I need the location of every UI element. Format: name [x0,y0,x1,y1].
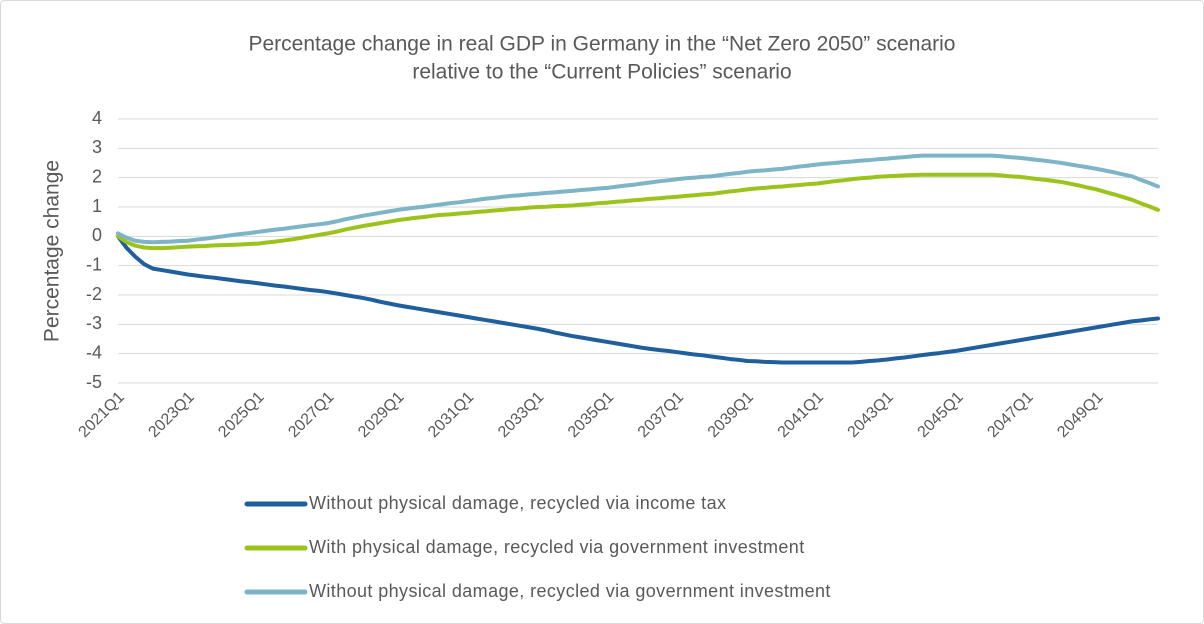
x-tick-label: 2021Q1 [76,389,128,441]
x-tick-label: 2041Q1 [775,389,827,441]
x-tick-label: 2043Q1 [845,389,897,441]
legend-label: Without physical damage, recycled via go… [309,581,831,601]
x-tick-label: 2025Q1 [215,389,267,441]
y-tick-label: -4 [86,342,102,362]
x-tick-label: 2049Q1 [1054,389,1106,441]
x-tick-label: 2035Q1 [565,389,617,441]
y-tick-label: 2 [92,166,102,186]
series-line [116,153,1160,245]
y-tick-label: -3 [86,313,102,333]
x-tick-label: 2045Q1 [915,389,967,441]
series-line [116,172,1160,251]
x-tick-label: 2031Q1 [425,389,477,441]
y-tick-label: 4 [92,108,102,128]
y-tick-label: 0 [92,225,102,245]
legend-label: Without physical damage, recycled via in… [309,493,726,513]
y-tick-label: -2 [86,284,102,304]
legend-label: With physical damage, recycled via gover… [309,537,805,557]
x-tick-label: 2027Q1 [285,389,337,441]
y-tick-label: -5 [86,372,102,392]
y-tick-label: 3 [92,137,102,157]
x-tick-label: 2037Q1 [635,389,687,441]
series-line [116,234,1160,365]
x-tick-label: 2029Q1 [355,389,407,441]
x-tick-label: 2047Q1 [984,389,1036,441]
y-tick-label: 1 [92,196,102,216]
y-tick-label: -1 [86,254,102,274]
x-tick-label: 2039Q1 [705,389,757,441]
chart-title: relative to the “Current Policies” scena… [412,61,791,84]
x-tick-label: 2033Q1 [495,389,547,441]
y-axis-title: Percentage change [41,160,64,342]
x-tick-label: 2023Q1 [145,389,197,441]
chart-title: Percentage change in real GDP in Germany… [249,33,956,56]
